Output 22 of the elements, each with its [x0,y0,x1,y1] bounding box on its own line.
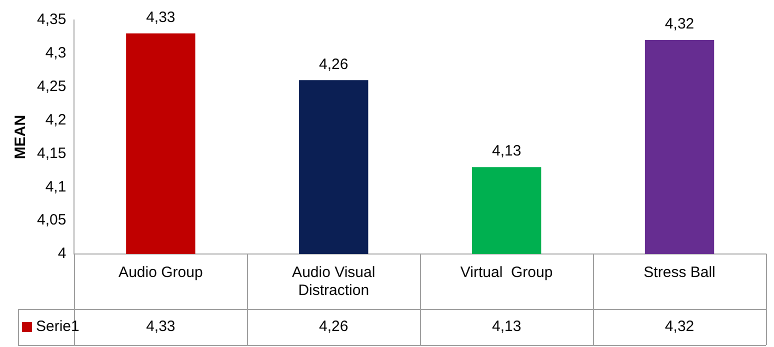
text: 4,32 [664,16,694,33]
y-axis-title: MEAN [12,114,30,160]
y-tick-label: 4,3 [45,44,66,62]
y-tick-label: 4 [58,245,66,262]
y-tick-label: 4,15 [36,144,66,162]
legend-label: Serie1 [36,318,80,336]
y-tick-label: 4,1 [45,178,66,196]
data-label: 4,32 [664,318,694,336]
x-tick-label: Virtual Group [460,264,553,282]
y-tick-label: 4,05 [36,212,66,229]
text: 4,13 [492,142,522,160]
data-label: 4,33 [146,318,176,336]
y-tick-label: 4,25 [36,78,66,95]
x-tick-label: Audio Visual Distraction [292,264,376,300]
data-label: 4,26 [319,318,348,336]
x-tick-label: Stress Ball [644,264,716,282]
y-tick-label: 4,35 [36,11,66,28]
y-tick-label: 4,2 [45,111,66,128]
x-tick-label: Audio Group [118,264,203,282]
data-label: 4,13 [492,318,522,336]
text: 4,33 [146,9,176,26]
text: 4,26 [319,56,348,73]
